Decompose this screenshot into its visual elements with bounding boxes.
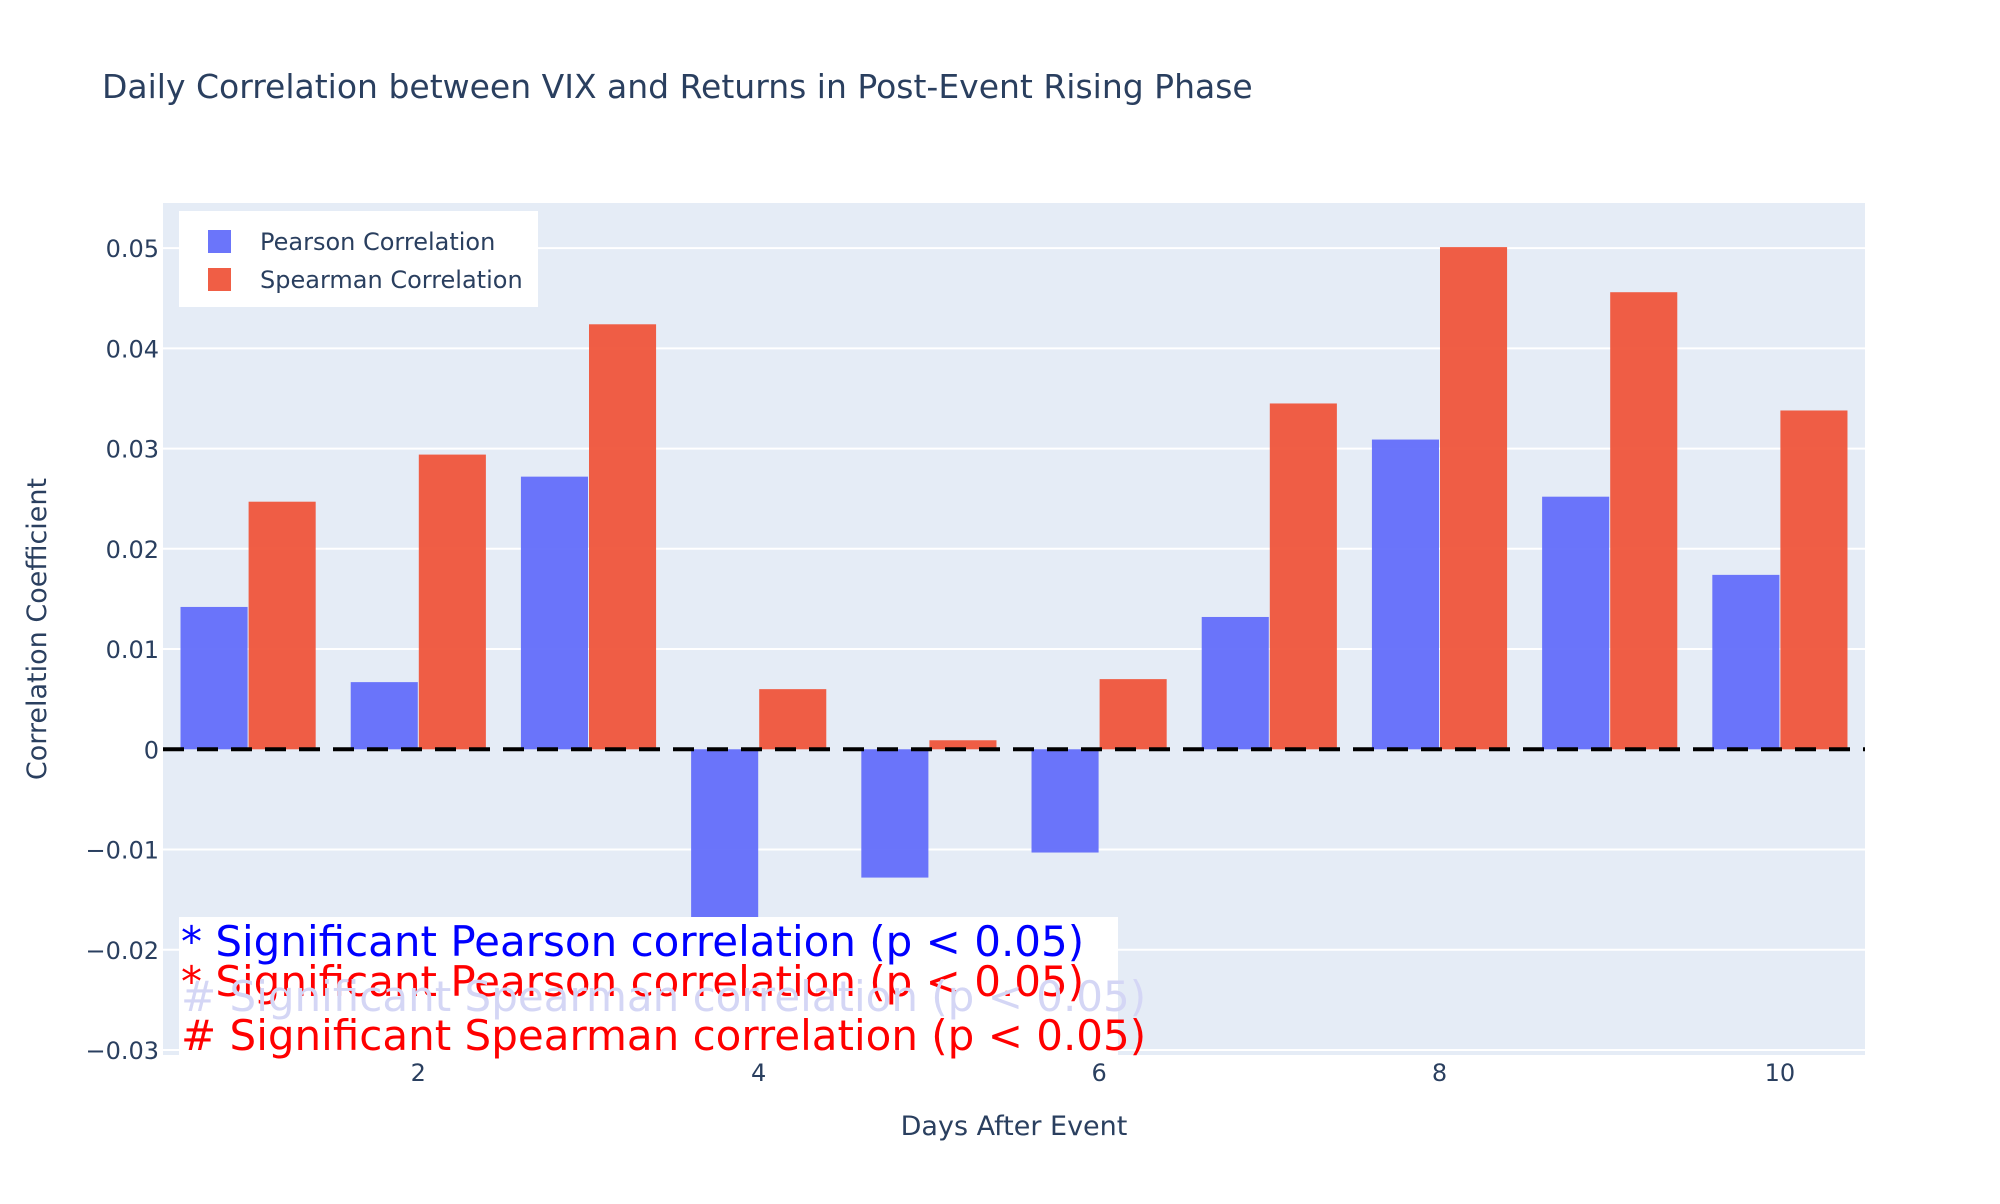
bar-pearson-correlation xyxy=(180,606,248,750)
legend-label-pearson: Pearson Correlation xyxy=(260,228,495,256)
y-tick-label: −0.02 xyxy=(85,937,159,965)
bar-spearman-correlation xyxy=(929,740,997,750)
y-tick-label: −0.01 xyxy=(85,837,159,865)
x-tick-label: 2 xyxy=(411,1059,426,1087)
x-axis-title: Days After Event xyxy=(901,1111,1128,1142)
x-tick-label: 8 xyxy=(1432,1059,1447,1087)
chart-title: Daily Correlation between VIX and Return… xyxy=(102,67,1253,106)
bar-pearson-correlation xyxy=(1201,616,1269,750)
y-tick-label: 0.05 xyxy=(106,235,159,263)
bar-spearman-correlation xyxy=(248,501,316,750)
bar-pearson-correlation xyxy=(1712,574,1780,750)
bar-spearman-correlation xyxy=(589,324,657,750)
bar-pearson-correlation xyxy=(350,682,418,750)
x-tick-label: 6 xyxy=(1091,1059,1106,1087)
legend: Pearson Correlation Spearman Correlation xyxy=(179,211,538,307)
legend-swatch-pearson xyxy=(208,230,231,253)
bar-spearman-correlation xyxy=(1099,679,1167,750)
bar-spearman-correlation xyxy=(418,454,486,750)
y-tick-label: −0.03 xyxy=(85,1037,159,1065)
bars xyxy=(180,247,1848,922)
y-tick-label: 0.01 xyxy=(106,636,159,664)
bar-pearson-correlation xyxy=(691,749,759,922)
bar-spearman-correlation xyxy=(759,689,827,750)
bar-pearson-correlation xyxy=(861,749,929,878)
significance-notes-background xyxy=(179,917,1118,1057)
y-axis-title: Correlation Coefficient xyxy=(22,478,53,780)
note-spearman-significance-red: # Significant Spearman correlation (p < … xyxy=(181,1011,1146,1060)
bar-pearson-correlation xyxy=(1371,439,1439,750)
bar-pearson-correlation xyxy=(1031,749,1099,853)
significance-notes: * Significant Pearson correlation (p < 0… xyxy=(179,917,1146,1060)
y-axis-ticks: −0.03 −0.02 −0.01 0 0.01 0.02 0.03 0.04 0.05 xyxy=(85,235,159,1065)
note-spearman-significance-faint: # Significant Spearman correlation (p < … xyxy=(181,972,1146,1021)
x-tick-label: 4 xyxy=(751,1059,766,1087)
bar-pearson-correlation xyxy=(520,476,588,750)
note-pearson-significance-blue: * Significant Pearson correlation (p < 0… xyxy=(181,917,1084,966)
bar-spearman-correlation xyxy=(1780,410,1848,750)
bar-pearson-correlation xyxy=(1542,496,1610,750)
y-tick-label: 0 xyxy=(144,736,159,764)
legend-swatch-spearman xyxy=(208,268,231,291)
bar-spearman-correlation xyxy=(1440,247,1508,750)
legend-box xyxy=(179,211,538,307)
note-pearson-significance-red: * Significant Pearson correlation (p < 0… xyxy=(181,957,1084,1006)
legend-label-spearman: Spearman Correlation xyxy=(260,266,523,294)
y-tick-label: 0.03 xyxy=(106,436,159,464)
bar-spearman-correlation xyxy=(1269,403,1337,750)
x-tick-label: 10 xyxy=(1765,1059,1796,1087)
x-axis-ticks: 2 4 6 8 10 xyxy=(411,1059,1796,1087)
bar-spearman-correlation xyxy=(1610,292,1678,750)
y-tick-label: 0.02 xyxy=(106,536,159,564)
y-tick-label: 0.04 xyxy=(106,335,159,363)
